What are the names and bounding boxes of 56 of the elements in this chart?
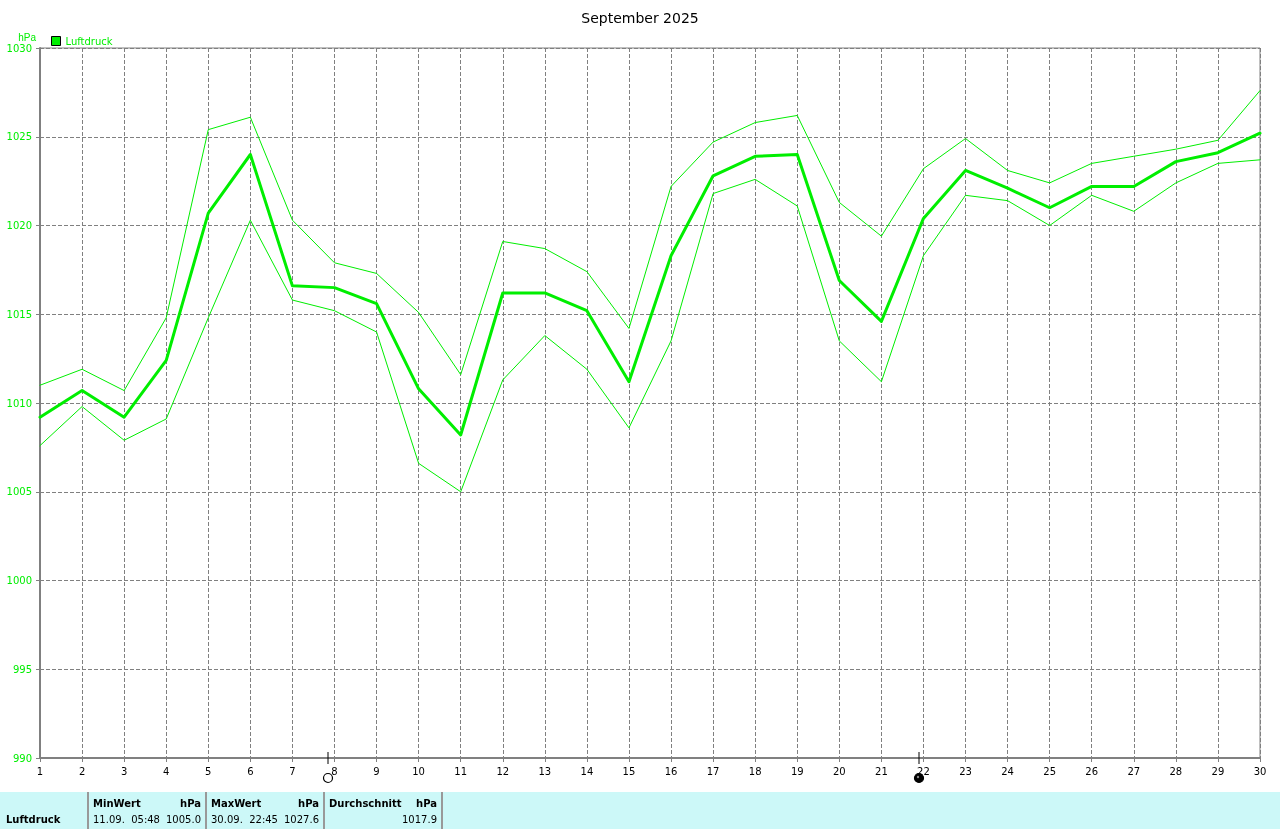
y-axis-title: hPa <box>18 31 37 43</box>
y-tick-label: 1030 <box>6 42 32 54</box>
x-tick-label: 18 <box>748 765 762 777</box>
x-tick-label: 28 <box>1169 765 1183 777</box>
x-tick-label: 15 <box>622 765 636 777</box>
text: Durchschnitt <box>329 798 402 809</box>
text: hPa <box>298 798 319 809</box>
x-tick-label: 10 <box>412 765 425 777</box>
text: 1027.6 <box>284 814 319 825</box>
chart-title: September 2025 <box>581 10 699 26</box>
x-tick-label: 5 <box>205 765 212 777</box>
x-tick-label: 30 <box>1253 765 1267 777</box>
text: Luftdruck <box>6 814 61 825</box>
text: MinWert <box>93 798 141 809</box>
y-tick-label: 1025 <box>6 131 32 143</box>
legend-label: Luftdruck <box>65 35 113 47</box>
x-tick-label: 8 <box>331 765 338 777</box>
x-tick-label: 19 <box>790 765 804 777</box>
text: 1005.0 <box>166 814 201 825</box>
x-tick-label: 23 <box>959 765 972 777</box>
text: 30.09. 22:45 <box>211 814 278 825</box>
text: 1017.9 <box>402 814 437 825</box>
text: hPa <box>416 798 437 809</box>
y-tick-label: 995 <box>12 663 32 675</box>
y-tick-label: 1005 <box>6 486 32 498</box>
text: hPa <box>180 798 201 809</box>
x-tick-label: 6 <box>247 765 254 777</box>
x-tick-label: 13 <box>538 765 552 777</box>
line-series <box>38 131 1262 437</box>
x-tick-label: 3 <box>120 765 128 777</box>
line-series <box>39 159 1261 493</box>
y-tick-label: 1010 <box>6 397 32 409</box>
x-tick-label: 20 <box>832 765 846 777</box>
x-tick-label: 7 <box>289 765 296 777</box>
x-tick-label: 11 <box>454 765 468 777</box>
x-tick-label: 9 <box>373 765 380 777</box>
x-tick-label: 12 <box>496 765 510 777</box>
x-tick-label: 26 <box>1085 765 1099 777</box>
x-tick-label: 14 <box>580 765 594 777</box>
y-tick-label: 990 <box>12 752 32 764</box>
y-tick-label: 1015 <box>6 308 32 320</box>
text: 11.09. 05:48 <box>93 814 160 825</box>
text: MaxWert <box>211 798 262 809</box>
x-tick-label: 21 <box>875 765 888 777</box>
x-tick-label: 27 <box>1127 765 1141 777</box>
x-tick-label: 4 <box>163 765 170 777</box>
x-tick-label: 29 <box>1211 765 1225 777</box>
x-tick-label: 17 <box>706 765 720 777</box>
x-tick-label: 16 <box>664 765 678 777</box>
y-tick-label: 1020 <box>6 220 32 231</box>
x-tick-label: 25 <box>1043 765 1057 777</box>
x-tick-label: 2 <box>78 765 86 777</box>
y-tick-label: 1000 <box>6 575 32 586</box>
x-tick-label: 1 <box>36 765 44 777</box>
line-series <box>39 90 1261 392</box>
x-tick-label: 24 <box>1001 765 1014 777</box>
